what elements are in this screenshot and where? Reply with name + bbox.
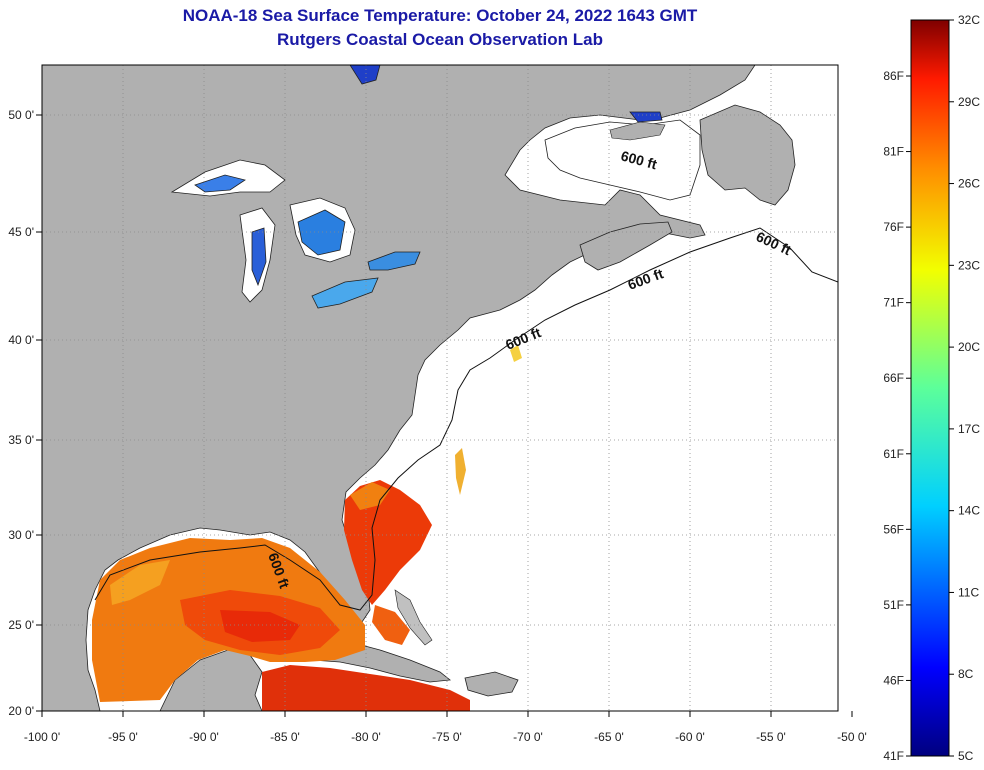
colorbar-label-fahrenheit: 46F xyxy=(883,673,904,687)
y-tick-label: 40 0' xyxy=(8,333,34,347)
x-tick-label: -60 0' xyxy=(675,730,705,744)
map-frame xyxy=(41,64,839,712)
colorbar-label-celsius: 14C xyxy=(958,504,980,518)
colorbar-label-fahrenheit: 71F xyxy=(883,296,904,310)
colorbar-label-celsius: 20C xyxy=(958,340,980,354)
colorbar-labels: 32C 29C 26C 23C 20C 17C 14C 11C 8C 5C 86F 81F 76F 71F… xyxy=(883,13,980,763)
map-subtitle: Rutgers Coastal Ocean Observation Lab xyxy=(277,30,603,49)
colorbar-label-fahrenheit: 76F xyxy=(883,220,904,234)
x-tick-label: -95 0' xyxy=(108,730,138,744)
land-bahamas xyxy=(394,589,433,646)
y-tick-label: 20 0' xyxy=(8,704,34,718)
contour-600ft-line xyxy=(94,227,838,611)
colorbar xyxy=(910,19,950,757)
x-axis: -100 0' -95 0' -90 0' -85 0' -80 0' -75 0' -70… xyxy=(24,711,867,744)
colorbar-label-fahrenheit: 56F xyxy=(883,522,904,536)
colorbar-label-celsius: 11C xyxy=(958,585,979,599)
x-tick-label: -50 0' xyxy=(837,730,867,744)
x-tick-label: -85 0' xyxy=(270,730,300,744)
x-tick-label: -65 0' xyxy=(594,730,624,744)
colorbar-label-fahrenheit: 61F xyxy=(883,447,904,461)
colorbar-label-celsius: 32C xyxy=(958,13,980,27)
y-tick-label: 25 0' xyxy=(8,618,34,632)
x-tick-label: -55 0' xyxy=(756,730,786,744)
great-lakes xyxy=(170,65,663,309)
colorbar-label-fahrenheit: 81F xyxy=(883,145,904,159)
colorbar-label-celsius: 17C xyxy=(958,422,980,436)
x-tick-label: -90 0' xyxy=(189,730,219,744)
y-tick-label: 30 0' xyxy=(8,528,34,542)
land-hispaniola xyxy=(464,671,519,697)
land-nova-scotia xyxy=(579,221,673,271)
y-axis: 50 0' 45 0' 40 0' 35 0' 30 0' 25 0' 20 0' xyxy=(8,108,42,718)
colorbar-label-celsius: 29C xyxy=(958,95,980,109)
y-tick-label: 50 0' xyxy=(8,108,34,122)
y-tick-label: 35 0' xyxy=(8,433,34,447)
map-title: NOAA-18 Sea Surface Temperature: October… xyxy=(182,6,698,25)
colorbar-label-fahrenheit: 41F xyxy=(883,749,904,763)
colorbar-label-celsius: 8C xyxy=(958,667,974,681)
x-tick-label: -80 0' xyxy=(351,730,381,744)
colorbar-label-fahrenheit: 51F xyxy=(883,598,904,612)
colorbar-label-fahrenheit: 86F xyxy=(883,69,904,83)
land-north-america xyxy=(42,65,756,711)
sst-gulf-of-mexico xyxy=(92,538,365,702)
colorbar-label-celsius: 5C xyxy=(958,749,974,763)
colorbar-label-celsius: 23C xyxy=(958,258,980,272)
y-tick-label: 45 0' xyxy=(8,225,34,239)
gulf-st-lawrence xyxy=(544,119,701,201)
colorbar-label-fahrenheit: 66F xyxy=(883,371,904,385)
x-tick-label: -70 0' xyxy=(513,730,543,744)
x-tick-label: -100 0' xyxy=(24,730,60,744)
x-tick-label: -75 0' xyxy=(432,730,462,744)
colorbar-label-celsius: 26C xyxy=(958,177,980,191)
graticule xyxy=(42,65,838,711)
